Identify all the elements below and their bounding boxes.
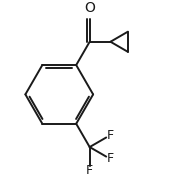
Text: F: F xyxy=(106,129,114,142)
Text: F: F xyxy=(86,164,93,177)
Text: F: F xyxy=(106,152,114,165)
Text: O: O xyxy=(84,1,95,15)
